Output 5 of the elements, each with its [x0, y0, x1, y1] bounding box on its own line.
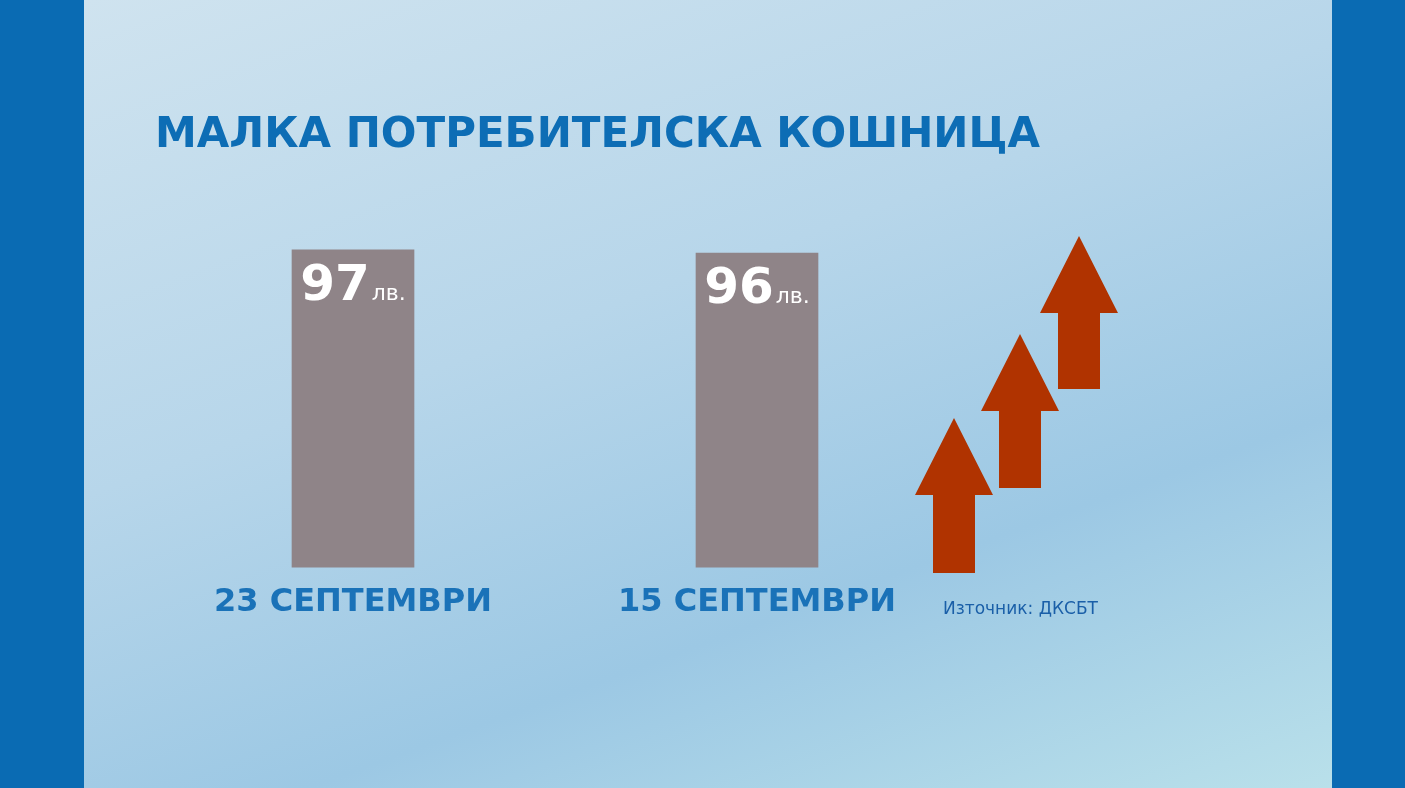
x-tick-label: 15 СЕПТЕМВРИ: [618, 581, 896, 620]
data-label: 96лв.: [704, 257, 810, 316]
chart-title: МАЛКА ПОТРЕБИТЕЛСКА КОШНИЦА: [155, 108, 1040, 157]
x-tick-label: 23 СЕПТЕМВРИ: [214, 581, 492, 620]
text: Източник: ДКСБТ: [943, 598, 1098, 618]
